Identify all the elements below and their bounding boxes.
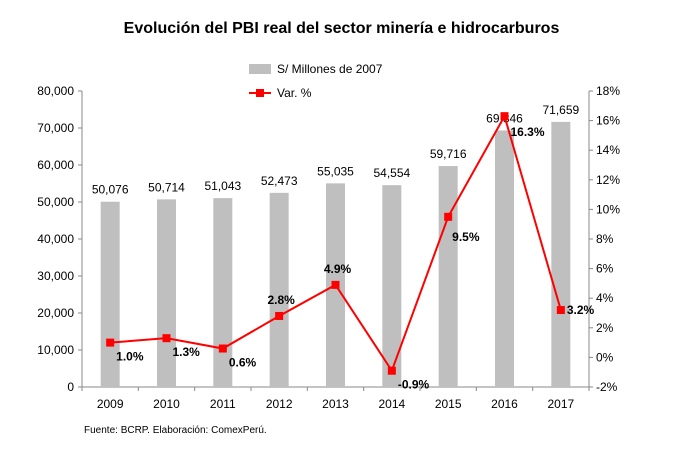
- line-point-marker: [444, 212, 453, 221]
- left-axis-tick-label: 0: [67, 380, 74, 394]
- left-axis-tick-label: 20,000: [37, 306, 74, 320]
- legend: S/ Millones de 2007 Var. %: [249, 62, 383, 100]
- bar-value-label: 50,076: [92, 183, 129, 197]
- bar: [213, 198, 233, 387]
- left-axis-tick-label: 30,000: [37, 269, 74, 283]
- line-point-marker: [500, 112, 509, 121]
- x-axis-tick-label: 2016: [491, 397, 518, 411]
- bar: [382, 185, 402, 387]
- legend-bar-swatch: [249, 64, 271, 74]
- right-axis-tick-label: -2%: [596, 380, 618, 394]
- legend-line-label: Var. %: [277, 86, 312, 100]
- left-axis-tick-label: 10,000: [37, 343, 74, 357]
- right-axis-tick-label: 8%: [596, 232, 614, 246]
- x-axis-tick-label: 2013: [322, 397, 349, 411]
- line-value-label: 2.8%: [267, 293, 295, 307]
- legend-bar-label: S/ Millones de 2007: [277, 62, 383, 76]
- bar-value-label: 55,035: [317, 164, 354, 178]
- x-axis-tick-label: 2014: [378, 397, 405, 411]
- bar: [495, 130, 514, 387]
- right-axis-tick-label: 6%: [596, 262, 614, 276]
- right-axis-tick-label: 14%: [596, 143, 620, 157]
- x-axis-tick-label: 2011: [210, 397, 236, 411]
- x-axis-tick-label: 2009: [97, 397, 124, 411]
- left-axis-tick-label: 70,000: [37, 121, 74, 135]
- bar: [157, 199, 176, 387]
- x-axis-tick-label: 2010: [153, 397, 180, 411]
- bar-value-label: 59,716: [430, 147, 467, 161]
- bar: [100, 201, 120, 387]
- bar: [551, 121, 571, 388]
- line-point-marker: [387, 366, 396, 375]
- line-value-label: 1.3%: [173, 345, 201, 359]
- bar-value-label: 71,659: [542, 103, 579, 117]
- x-axis-tick-label: 2017: [547, 397, 574, 411]
- line-value-label: 16.3%: [511, 125, 545, 139]
- line-point-marker: [106, 338, 115, 347]
- left-axis-tick-label: 80,000: [37, 84, 74, 98]
- right-axis-tick-label: 0%: [596, 350, 614, 364]
- left-axis-tick-label: 50,000: [37, 195, 74, 209]
- line-point-marker: [556, 306, 565, 315]
- line-value-label: 9.5%: [452, 230, 480, 244]
- line-point-marker: [275, 311, 284, 320]
- x-axis-tick-label: 2015: [435, 397, 462, 411]
- right-axis-tick-label: 2%: [596, 321, 614, 335]
- source-note: Fuente: BCRP. Elaboración: ComexPerú.: [84, 425, 267, 436]
- right-axis-tick-label: 16%: [596, 114, 620, 128]
- bar-value-label: 54,554: [373, 166, 410, 180]
- line-value-label: 4.9%: [324, 262, 352, 276]
- line-point-marker: [162, 334, 171, 343]
- x-axis-tick-label: 2012: [266, 397, 293, 411]
- right-axis-tick-label: 4%: [596, 291, 614, 305]
- line-point-marker: [331, 280, 340, 289]
- right-axis-tick-label: 10%: [596, 202, 620, 216]
- right-axis-tick-label: 12%: [596, 173, 620, 187]
- line-value-label: 3.2%: [567, 303, 595, 317]
- line-point-marker: [218, 344, 227, 353]
- bar-series: 50,076 50,714 51,043 52,473 55,035 54,554 59,7…: [92, 103, 580, 388]
- line-series: 1.0% 1.3% 0.6% 2.8% 4.9% -0.9% 9.5% 16.3% 3.2%: [106, 112, 595, 392]
- bar: [269, 192, 289, 387]
- bar-value-label: 51,043: [204, 179, 241, 193]
- chart-title: Evolución del PBI real del sector minerí…: [123, 20, 560, 37]
- bar: [438, 166, 458, 387]
- line-value-label: 1.0%: [116, 350, 144, 364]
- right-axis-tick-label: 18%: [596, 84, 620, 98]
- left-axis-tick-label: 40,000: [37, 232, 74, 246]
- left-axis-tick-label: 60,000: [37, 158, 74, 172]
- line-value-label: -0.9%: [398, 378, 430, 392]
- line-value-label: 0.6%: [229, 356, 257, 370]
- bar-value-label: 52,473: [261, 174, 298, 188]
- bar-value-label: 50,714: [148, 180, 185, 194]
- legend-line-marker: [256, 89, 264, 97]
